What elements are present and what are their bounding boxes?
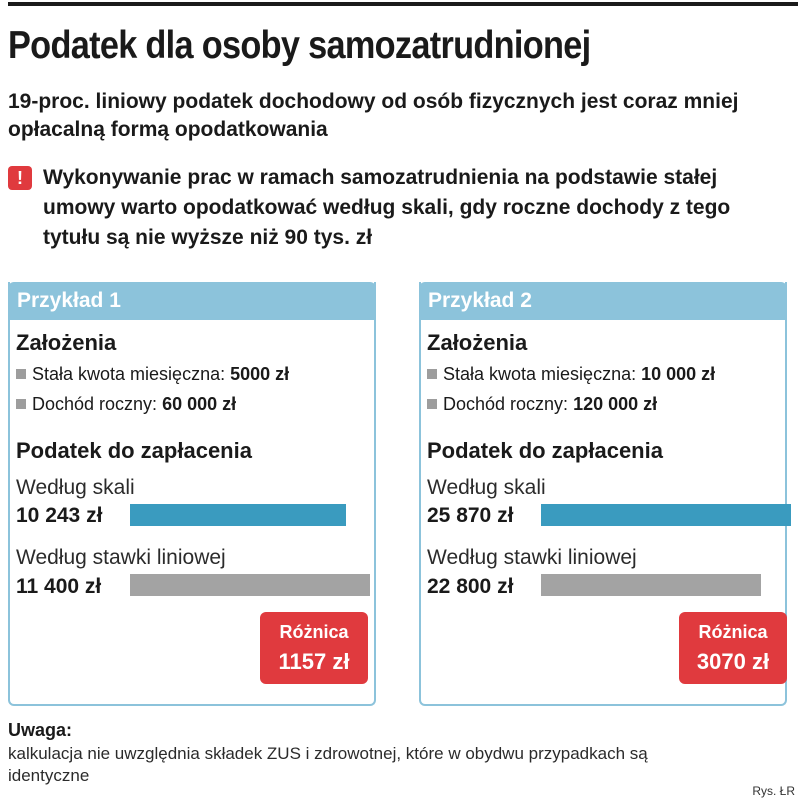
assumptions-heading: Założenia <box>16 330 117 355</box>
subtitle: 19-proc. liniowy podatek dochodowy od os… <box>8 90 739 141</box>
example-panel-1: Przykład 1 Założenia Stała kwota miesięc… <box>8 282 376 706</box>
annual-row: Dochód roczny: 120 000 zł <box>427 394 657 415</box>
linear-value: 22 800 zł <box>427 575 514 598</box>
difference-value: 3070 zł <box>696 649 770 674</box>
assumptions-heading: Założenia <box>427 330 528 355</box>
difference-box: Różnica 1157 zł <box>260 612 368 684</box>
bullet-square-icon <box>16 399 26 409</box>
example-panel-2: Przykład 2 Założenia Stała kwota miesięc… <box>419 282 791 706</box>
bullet-square-icon <box>16 369 26 379</box>
linear-value: 11 400 zł <box>16 575 102 598</box>
credit: Rys. ŁR <box>752 784 795 798</box>
monthly-label: Stała kwota miesięczna: <box>443 364 637 384</box>
linear-label: Według stawki liniowej <box>16 546 226 569</box>
scale-label: Według skali <box>16 476 135 499</box>
alert-text: Wykonywanie prac w ramach samozatrudnien… <box>43 166 731 249</box>
page-title: Podatek dla osoby samozatrudnionej <box>8 24 591 67</box>
scale-bar <box>130 504 346 526</box>
bullet-square-icon <box>427 369 437 379</box>
difference-label: Różnica <box>698 622 768 642</box>
annual-label: Dochód roczny: <box>443 394 569 414</box>
annual-value: 60 000 zł <box>162 394 237 414</box>
tax-heading: Podatek do zapłacenia <box>16 438 252 463</box>
linear-bar <box>130 574 370 596</box>
monthly-row: Stała kwota miesięczna: 10 000 zł <box>427 364 715 385</box>
monthly-label: Stała kwota miesięczna: <box>32 364 226 384</box>
annual-label: Dochód roczny: <box>32 394 158 414</box>
linear-label: Według stawki liniowej <box>427 546 637 569</box>
monthly-value: 10 000 zł <box>641 364 716 384</box>
note-heading: Uwaga: <box>8 720 73 740</box>
linear-bar <box>541 574 761 596</box>
monthly-value: 5000 zł <box>230 364 290 384</box>
annual-row: Dochód roczny: 60 000 zł <box>16 394 236 415</box>
annual-value: 120 000 zł <box>573 394 658 414</box>
top-rule <box>8 2 798 6</box>
scale-value: 25 870 zł <box>427 504 514 527</box>
exclamation-icon: ! <box>8 166 32 190</box>
bullet-square-icon <box>427 399 437 409</box>
note-text: kalkulacja nie uwzględnia składek ZUS i … <box>8 744 648 785</box>
difference-label: Różnica <box>279 622 349 642</box>
difference-box: Różnica 3070 zł <box>679 612 787 684</box>
scale-bar <box>541 504 791 526</box>
example-1-title: Przykład 1 <box>8 282 376 320</box>
difference-value: 1157 zł <box>278 649 350 674</box>
monthly-row: Stała kwota miesięczna: 5000 zł <box>16 364 289 385</box>
example-2-title: Przykład 2 <box>419 282 787 320</box>
scale-value: 10 243 zł <box>16 504 103 527</box>
scale-label: Według skali <box>427 476 546 499</box>
tax-heading: Podatek do zapłacenia <box>427 438 663 463</box>
